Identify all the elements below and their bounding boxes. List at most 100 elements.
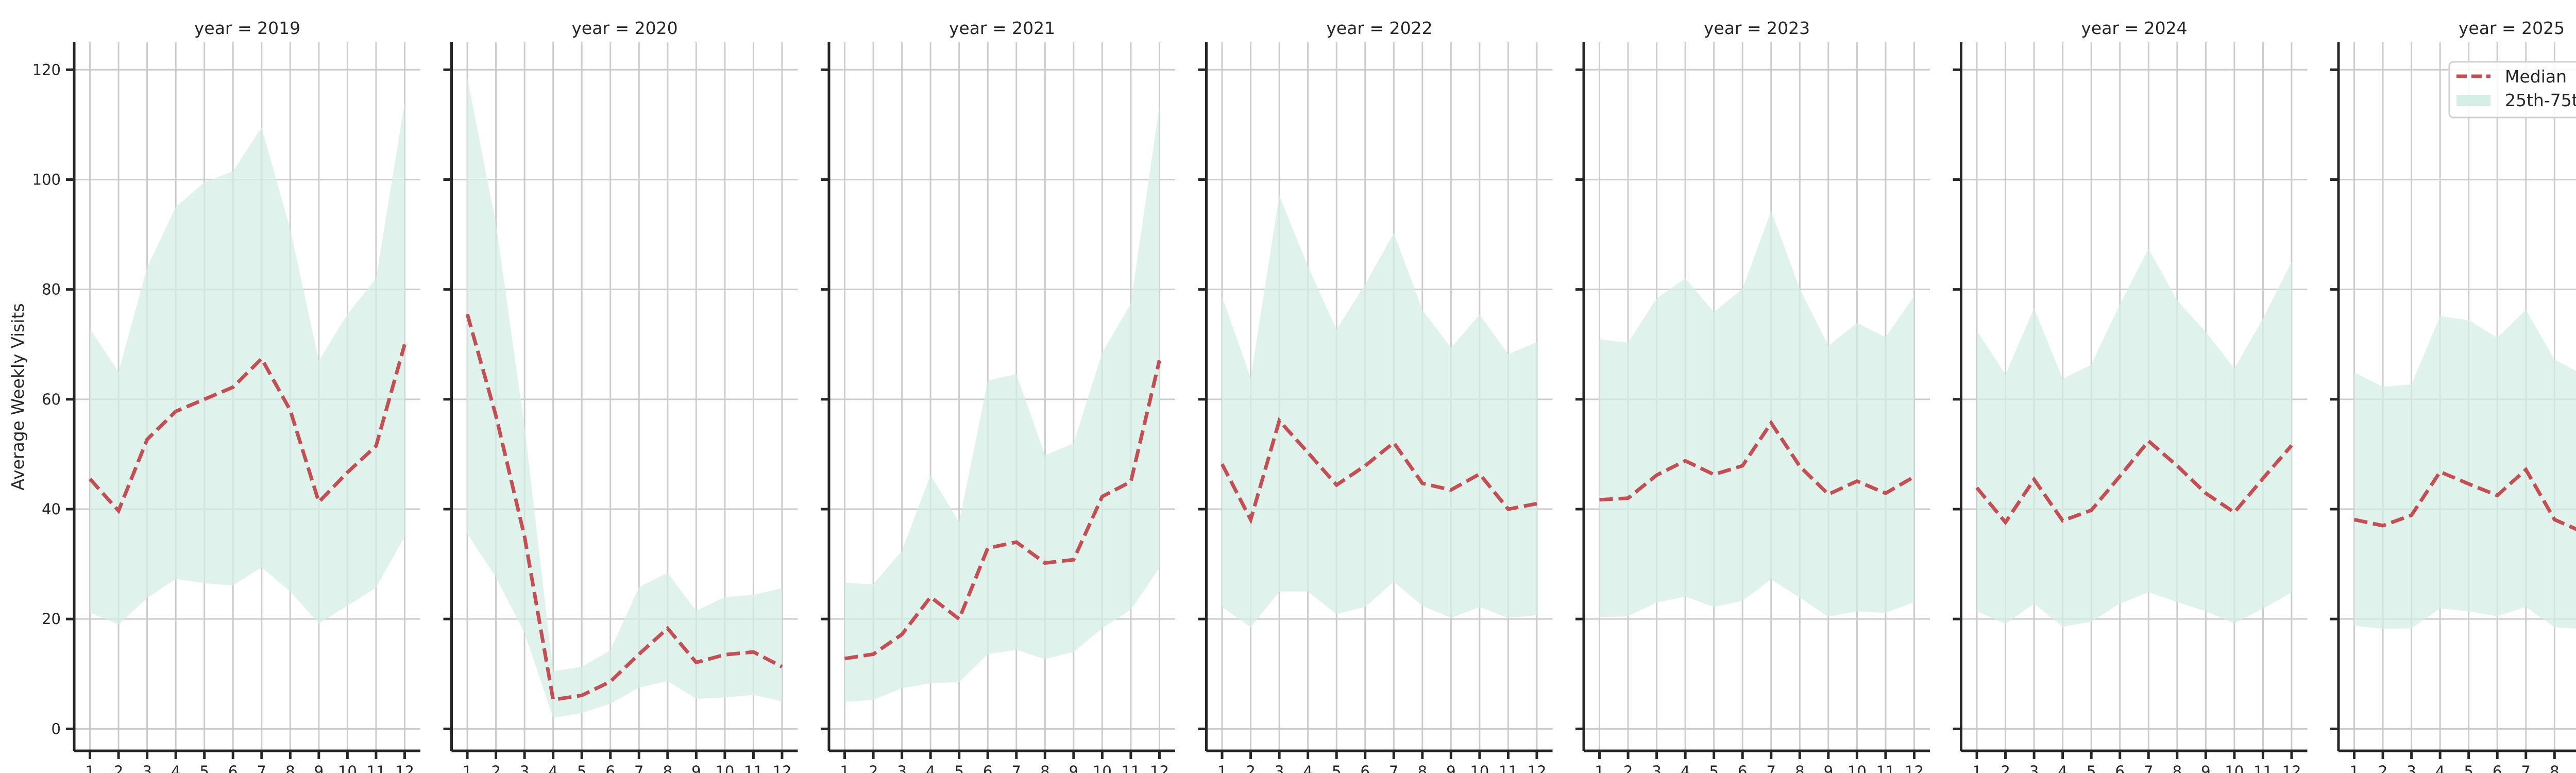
panel-2020: 123456789101112Monthyear = 2020 xyxy=(443,18,798,773)
percentile-band xyxy=(844,106,1160,702)
x-tick-label: 1 xyxy=(1217,763,1227,773)
x-tick-label: 8 xyxy=(285,763,295,773)
percentile-band xyxy=(467,78,782,718)
panel-title: year = 2019 xyxy=(194,18,300,38)
x-tick-label: 3 xyxy=(520,763,529,773)
x-tick-label: 5 xyxy=(1709,763,1718,773)
x-tick-label: 6 xyxy=(2493,763,2502,773)
x-tick-label: 9 xyxy=(1446,763,1455,773)
median-line xyxy=(844,360,1161,661)
panel-2024: 123456789101112Monthyear = 2024 xyxy=(1953,18,2308,773)
x-tick-label: 2 xyxy=(491,763,500,773)
x-tick-label: 7 xyxy=(1767,763,1776,773)
x-tick-label: 9 xyxy=(1069,763,1078,773)
panel-2023: 123456789101112Monthyear = 2023 xyxy=(1575,18,1930,773)
legend-median-label: Median xyxy=(2505,66,2567,87)
y-tick-label: 120 xyxy=(32,61,61,78)
y-tick-label: 40 xyxy=(42,500,61,518)
x-tick-label: 6 xyxy=(983,763,992,773)
x-tick-label: 2 xyxy=(114,763,123,773)
median-line xyxy=(465,313,783,702)
x-tick-label: 4 xyxy=(1303,763,1312,773)
x-tick-label: 6 xyxy=(606,763,615,773)
x-tick-label: 11 xyxy=(1876,763,1895,773)
x-tick-label: 11 xyxy=(1499,763,1518,773)
x-tick-label: 11 xyxy=(366,763,385,773)
x-tick-label: 4 xyxy=(171,763,180,773)
percentile-band xyxy=(1977,248,2292,627)
percentile-band xyxy=(1222,195,1537,628)
panel-2022: 123456789101112Monthyear = 2022 xyxy=(1198,18,1553,773)
x-tick-label: 10 xyxy=(338,763,357,773)
panel-title: year = 2025 xyxy=(2459,18,2565,38)
x-tick-label: 8 xyxy=(1795,763,1804,773)
x-tick-label: 6 xyxy=(1738,763,1747,773)
x-tick-label: 11 xyxy=(2253,763,2273,773)
x-tick-label: 1 xyxy=(85,763,94,773)
y-tick-label: 80 xyxy=(42,281,61,298)
x-tick-label: 2 xyxy=(869,763,878,773)
x-tick-label: 12 xyxy=(773,763,792,773)
x-tick-label: 2 xyxy=(1623,763,1633,773)
x-tick-label: 7 xyxy=(257,763,266,773)
x-tick-label: 4 xyxy=(2058,763,2067,773)
x-tick-label: 1 xyxy=(840,763,849,773)
x-tick-label: 12 xyxy=(2282,763,2301,773)
median-line xyxy=(88,344,406,514)
percentile-band xyxy=(2354,310,2576,629)
x-tick-label: 11 xyxy=(1121,763,1140,773)
x-tick-label: 10 xyxy=(715,763,734,773)
x-tick-label: 7 xyxy=(2144,763,2153,773)
panel-title: year = 2022 xyxy=(1326,18,1432,38)
x-tick-label: 12 xyxy=(1150,763,1169,773)
x-tick-label: 4 xyxy=(1681,763,1690,773)
legend: Median 25th-75th Percentile xyxy=(2448,61,2576,119)
x-tick-label: 6 xyxy=(228,763,238,773)
x-tick-label: 3 xyxy=(1275,763,1284,773)
x-tick-label: 10 xyxy=(1470,763,1489,773)
y-tick-label: 100 xyxy=(32,171,61,188)
x-tick-label: 8 xyxy=(663,763,672,773)
x-tick-label: 9 xyxy=(314,763,324,773)
x-tick-label: 8 xyxy=(2173,763,2182,773)
legend-band-label: 25th-75th Percentile xyxy=(2505,90,2576,110)
percentile-band xyxy=(1599,211,1914,617)
x-tick-label: 9 xyxy=(691,763,701,773)
percentile-band xyxy=(90,103,405,625)
y-tick-label: 20 xyxy=(42,610,61,628)
x-tick-label: 5 xyxy=(577,763,586,773)
x-tick-label: 5 xyxy=(2087,763,2096,773)
x-tick-label: 3 xyxy=(2029,763,2039,773)
x-tick-label: 4 xyxy=(548,763,557,773)
x-tick-label: 4 xyxy=(926,763,935,773)
x-tick-label: 7 xyxy=(1389,763,1398,773)
x-tick-label: 11 xyxy=(744,763,763,773)
x-tick-label: 5 xyxy=(1332,763,1341,773)
y-axis-label: Average Weekly Visits xyxy=(8,303,28,490)
panel-2025: 123456789101112Monthyear = 2025 xyxy=(2330,18,2576,773)
x-tick-label: 3 xyxy=(1652,763,1661,773)
x-tick-label: 9 xyxy=(2201,763,2210,773)
panel-title: year = 2024 xyxy=(2081,18,2187,38)
y-tick-label: 0 xyxy=(52,720,61,737)
x-tick-label: 5 xyxy=(199,763,209,773)
x-tick-label: 9 xyxy=(1824,763,1833,773)
x-tick-label: 2 xyxy=(1246,763,1255,773)
panel-title: year = 2020 xyxy=(571,18,677,38)
x-tick-label: 8 xyxy=(1040,763,1049,773)
x-tick-label: 12 xyxy=(395,763,414,773)
panel-2019: 020406080100120123456789101112Monthyear … xyxy=(32,18,420,773)
x-tick-label: 12 xyxy=(1528,763,1547,773)
x-tick-label: 3 xyxy=(142,763,151,773)
x-tick-label: 6 xyxy=(2115,763,2125,773)
x-tick-label: 2 xyxy=(2001,763,2010,773)
x-tick-label: 8 xyxy=(2550,763,2559,773)
median-line xyxy=(1220,417,1537,525)
panel-2021: 123456789101112Monthyear = 2021 xyxy=(821,18,1175,773)
x-tick-label: 1 xyxy=(1972,763,1981,773)
x-tick-label: 3 xyxy=(897,763,906,773)
x-tick-label: 4 xyxy=(2435,763,2445,773)
x-tick-label: 10 xyxy=(1093,763,1112,773)
x-tick-label: 10 xyxy=(1848,763,1867,773)
